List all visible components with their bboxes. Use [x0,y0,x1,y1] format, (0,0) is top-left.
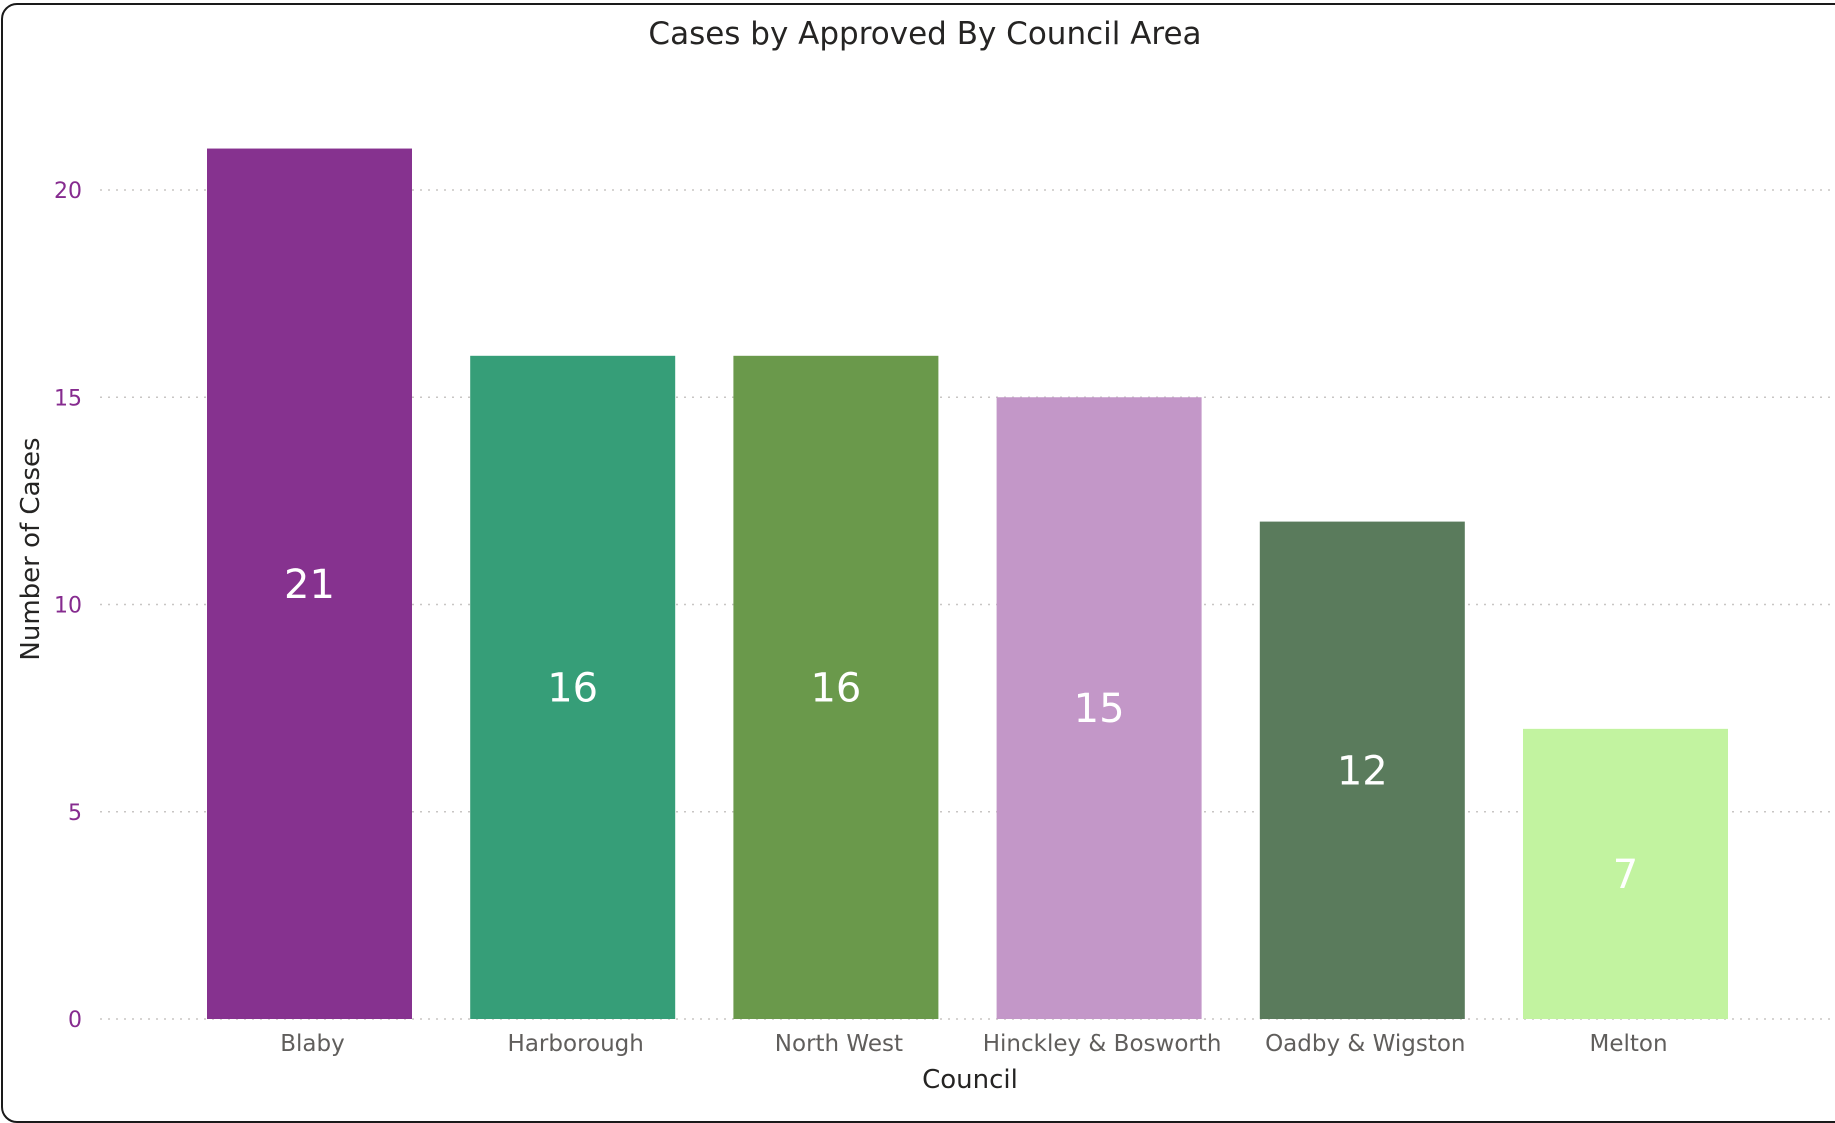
bar-melton[interactable] [1523,728,1728,1019]
x-tick-label: Melton [1589,1031,1667,1057]
bar-north-west[interactable] [733,355,939,1019]
data-label: 16 [547,665,598,711]
bar-blaby[interactable] [207,148,412,1020]
data-label: 7 [1613,852,1638,898]
y-tick-label: 20 [54,179,82,204]
x-axis-title: Council [922,1065,1018,1095]
x-tick-label: Harborough [508,1031,644,1057]
data-label: 15 [1074,686,1125,732]
data-labels: 21 16 16 15 12 7 [284,562,1638,898]
chart-title: Cases by Approved By Council Area [648,16,1201,52]
x-tick-label: Oadby & Wigston [1265,1031,1465,1057]
data-label: 16 [810,665,861,711]
y-tick-label: 10 [54,594,82,619]
x-tick-label: Hinckley & Bosworth [983,1031,1222,1057]
x-tick-label: North West [775,1031,903,1057]
data-label: 21 [284,562,335,608]
bars [207,148,1728,1020]
y-tick-label: 15 [54,386,82,411]
y-tick-label: 0 [68,1008,82,1033]
bar-oadby-wigston[interactable] [1259,521,1465,1019]
x-axis-ticks: Blaby Harborough North West Hinckley & Bosw… [280,1031,1667,1057]
y-tick-label: 5 [68,801,82,826]
bar-harborough[interactable] [470,355,676,1019]
x-tick-label: Blaby [280,1031,344,1057]
y-axis-title: Number of Cases [16,437,46,660]
data-label: 12 [1337,748,1388,794]
bar-hinckley-bosworth[interactable] [996,397,1202,1019]
y-axis-ticks: 0 5 10 15 20 [54,179,82,1033]
